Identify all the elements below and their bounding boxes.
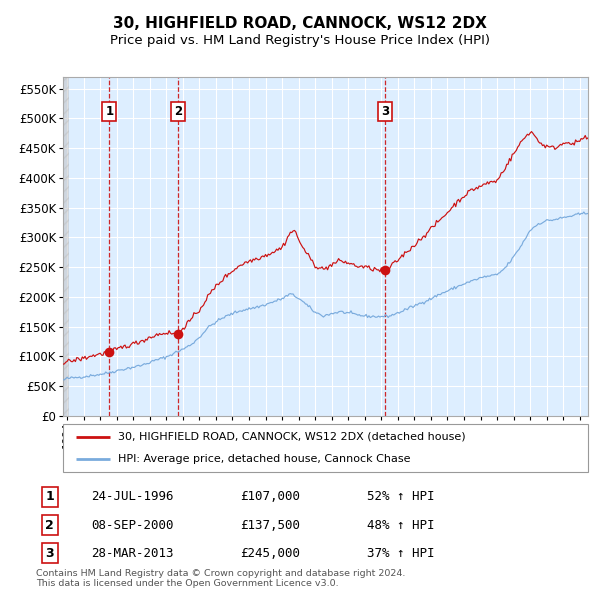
Bar [63,77,69,416]
Text: 28-MAR-2013: 28-MAR-2013 [91,547,174,560]
Text: Contains HM Land Registry data © Crown copyright and database right 2024.
This d: Contains HM Land Registry data © Crown c… [36,569,406,588]
Text: 1: 1 [106,104,113,118]
Text: 52% ↑ HPI: 52% ↑ HPI [367,490,434,503]
Text: 3: 3 [381,104,389,118]
Text: 1: 1 [46,490,54,503]
Text: £137,500: £137,500 [240,519,300,532]
Text: 30, HIGHFIELD ROAD, CANNOCK, WS12 2DX: 30, HIGHFIELD ROAD, CANNOCK, WS12 2DX [113,16,487,31]
Text: 2: 2 [46,519,54,532]
Text: 48% ↑ HPI: 48% ↑ HPI [367,519,434,532]
Text: 2: 2 [173,104,182,118]
Text: HPI: Average price, detached house, Cannock Chase: HPI: Average price, detached house, Cann… [118,454,410,464]
Text: 24-JUL-1996: 24-JUL-1996 [91,490,174,503]
Text: £107,000: £107,000 [240,490,300,503]
Text: 08-SEP-2000: 08-SEP-2000 [91,519,174,532]
Text: 37% ↑ HPI: 37% ↑ HPI [367,547,434,560]
Text: Price paid vs. HM Land Registry's House Price Index (HPI): Price paid vs. HM Land Registry's House … [110,34,490,47]
Text: 30, HIGHFIELD ROAD, CANNOCK, WS12 2DX (detached house): 30, HIGHFIELD ROAD, CANNOCK, WS12 2DX (d… [118,432,466,442]
FancyBboxPatch shape [63,424,588,472]
Text: £245,000: £245,000 [240,547,300,560]
Text: 3: 3 [46,547,54,560]
